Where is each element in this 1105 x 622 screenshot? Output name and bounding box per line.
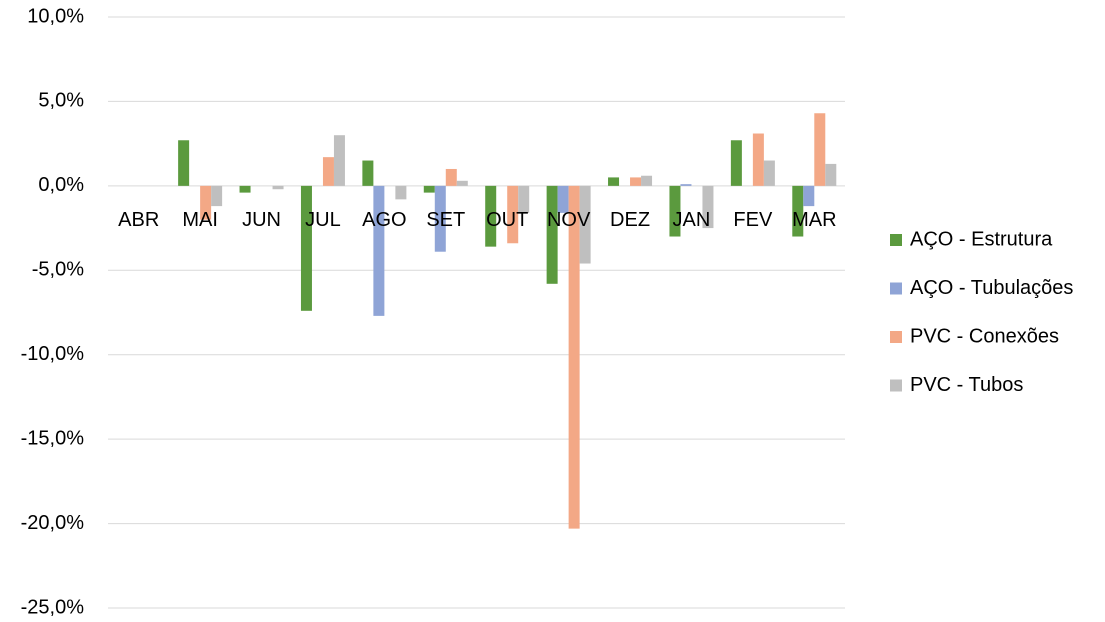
x-tick-label: DEZ — [610, 209, 650, 231]
bar — [702, 185, 714, 229]
y-tick-label: 10,0% — [27, 5, 84, 27]
bar — [456, 180, 468, 186]
bar — [630, 177, 642, 186]
bar — [300, 185, 312, 311]
bar — [373, 185, 385, 316]
x-tick-label: JAN — [673, 209, 711, 231]
bar — [825, 163, 837, 186]
x-tick-label: AGO — [362, 209, 406, 231]
bar — [239, 185, 251, 193]
bar — [669, 185, 681, 237]
bar — [730, 140, 742, 186]
y-tick-label: -25,0% — [21, 596, 85, 618]
bar — [763, 160, 775, 186]
bar — [507, 185, 519, 244]
legend-label: AÇO - Estrutura — [910, 228, 1053, 250]
bar — [680, 184, 692, 186]
bar — [200, 185, 212, 220]
bar — [322, 157, 334, 186]
bar — [579, 185, 591, 264]
x-tick-label: FEV — [733, 209, 773, 231]
x-tick-label: ABR — [118, 209, 159, 231]
bar — [752, 133, 764, 186]
x-tick-label: MAI — [182, 209, 218, 231]
x-tick-label: JUN — [242, 209, 281, 231]
y-tick-label: -5,0% — [32, 259, 84, 281]
y-tick-label: -20,0% — [21, 512, 85, 534]
x-tick-label: SET — [426, 209, 465, 231]
bar — [362, 160, 374, 186]
bar — [434, 185, 446, 252]
bar — [485, 185, 497, 247]
legend-swatch — [890, 282, 902, 295]
legend-label: AÇO - Tubulações — [910, 277, 1073, 299]
legend-swatch — [890, 331, 902, 343]
x-tick-label: OUT — [486, 209, 528, 231]
bar — [272, 185, 284, 190]
bar — [178, 140, 190, 186]
legend-swatch — [890, 379, 902, 392]
y-tick-label: -15,0% — [21, 427, 85, 449]
bar — [557, 185, 569, 213]
bar — [792, 185, 804, 237]
bar — [568, 185, 580, 529]
x-tick-label: MAR — [792, 209, 836, 231]
legend-swatch — [890, 234, 902, 246]
bar — [608, 177, 620, 186]
bar — [814, 113, 826, 186]
x-tick-label: JUL — [305, 209, 341, 231]
bar — [518, 185, 530, 213]
x-tick-label: NOV — [547, 209, 591, 231]
bar — [641, 175, 653, 186]
bar — [803, 185, 815, 207]
y-tick-label: -10,0% — [21, 343, 85, 365]
bar — [423, 185, 435, 193]
legend-label: PVC - Conexões — [910, 325, 1059, 347]
bar — [546, 185, 558, 284]
bar — [211, 185, 223, 207]
bar — [395, 185, 407, 200]
bar — [333, 135, 345, 186]
bar — [445, 168, 457, 186]
legend-label: PVC - Tubos — [910, 374, 1023, 396]
y-tick-label: 5,0% — [38, 90, 84, 112]
y-tick-label: 0,0% — [38, 174, 84, 196]
